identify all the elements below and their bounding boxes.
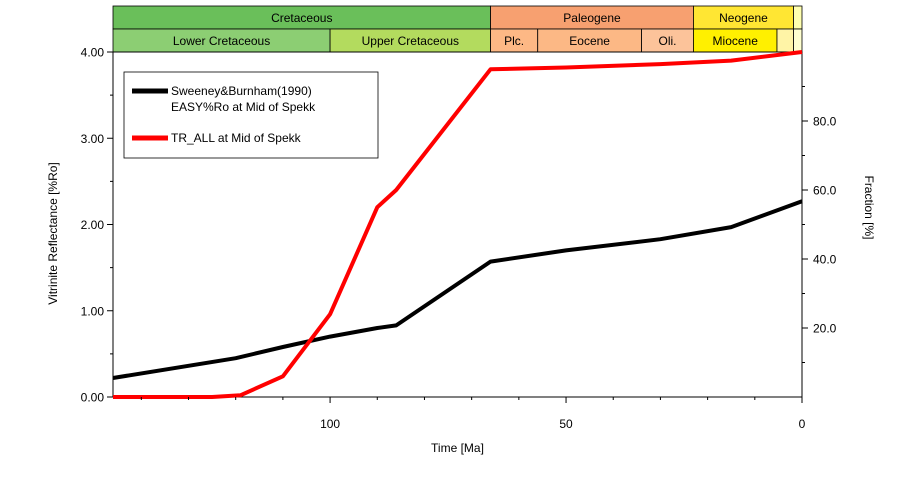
axes: 0.00 1.00 2.00 3.00 4.00 20.0 40.0 60.0 80.0 100 5…: [81, 46, 837, 432]
epoch-label: Plc.: [504, 34, 524, 48]
y-left-axis-title: Vitrinite Reflectance [%Ro]: [46, 162, 60, 305]
epoch-cell: [776, 28, 794, 53]
y-left-tick-label: 4.00: [81, 46, 105, 60]
y-left-tick-label: 2.00: [81, 218, 105, 232]
y-right-tick-label: 80.0: [813, 115, 837, 129]
legend-label-easy-ro: Sweeney&Burnham(1990): [171, 84, 312, 98]
series-layer: [112, 50, 803, 399]
y-left-tick-label: 0.00: [81, 391, 105, 405]
y-right-tick-label: 20.0: [813, 322, 837, 336]
series-line-easy-ro: [112, 199, 803, 380]
y-right-tick-label: 60.0: [813, 184, 837, 198]
epoch-label: Oli.: [659, 34, 677, 48]
legend-label-easy-ro-line2: EASY%Ro at Mid of Spekk: [171, 100, 316, 114]
y-right-tick-label: 40.0: [813, 253, 837, 267]
period-label: Cretaceous: [271, 11, 332, 25]
legend-box: [123, 71, 379, 159]
period-cell: [793, 5, 803, 30]
legend: Sweeney&Burnham(1990) EASY%Ro at Mid of …: [123, 71, 379, 159]
stratigraphy-bar: Cretaceous Paleogene Neogene Lower Cretaceo…: [112, 5, 803, 53]
epoch-label: Eocene: [569, 34, 610, 48]
y-left-tick-label: 3.00: [81, 132, 105, 146]
x-axis-title: Time [Ma]: [431, 441, 484, 455]
period-label: Paleogene: [563, 11, 621, 25]
y-left-tick-label: 1.00: [81, 304, 105, 318]
y-right-axis-title: Fraction [%]: [862, 175, 876, 239]
period-label: Neogene: [719, 11, 768, 25]
x-tick-label: 50: [559, 417, 573, 431]
epoch-cell: [793, 28, 803, 53]
x-tick-label: 0: [799, 417, 806, 431]
epoch-label: Miocene: [713, 34, 759, 48]
x-tick-label: 100: [320, 417, 340, 431]
epoch-label: Lower Cretaceous: [173, 34, 270, 48]
epoch-label: Upper Cretaceous: [362, 34, 459, 48]
legend-label-tr-all: TR_ALL at Mid of Spekk: [171, 131, 302, 145]
series-line-tr-all: [113, 50, 803, 399]
